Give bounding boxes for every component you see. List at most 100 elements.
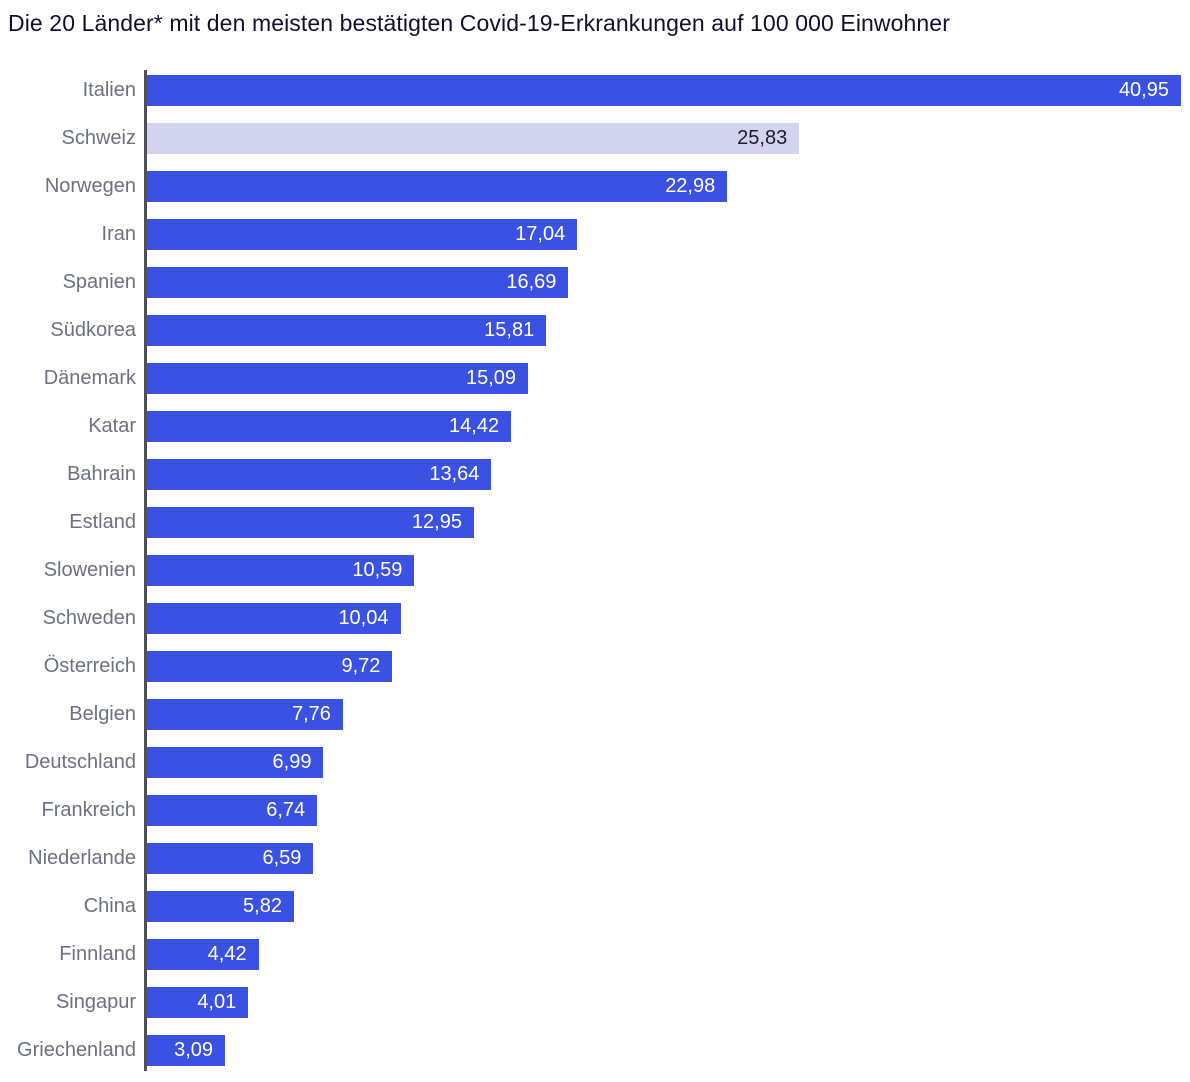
chart-row: Deutschland 6,99 xyxy=(0,738,1181,786)
bar-chart: Italien 40,95 Schweiz 25,83 Norwegen 22,… xyxy=(0,66,1190,1074)
bar-track: 40,95 xyxy=(147,74,1181,106)
bar: 6,74 xyxy=(147,794,318,826)
bar-track: 3,09 xyxy=(147,1034,1181,1066)
country-label: Bahrain xyxy=(67,462,136,485)
bar-value-label: 3,09 xyxy=(174,1038,214,1061)
bar: 15,09 xyxy=(147,362,529,394)
bar: 10,04 xyxy=(147,602,401,634)
country-label: Deutschland xyxy=(24,750,136,773)
chart-row: Katar 14,42 xyxy=(0,402,1181,450)
bar-value-label: 12,95 xyxy=(411,510,462,533)
bar: 40,95 xyxy=(147,74,1181,106)
bar-value-label: 10,04 xyxy=(338,606,389,629)
country-label: Norwegen xyxy=(44,174,136,197)
bar-track: 13,64 xyxy=(147,458,1181,490)
bar-track: 15,81 xyxy=(147,314,1181,346)
bar-track: 4,42 xyxy=(147,938,1181,970)
chart-row: Belgien 7,76 xyxy=(0,690,1181,738)
bar-value-label: 40,95 xyxy=(1118,78,1169,101)
bar: 15,81 xyxy=(147,314,547,346)
country-label: Frankreich xyxy=(41,798,136,821)
bar-value-label: 14,42 xyxy=(449,414,500,437)
bar: 9,72 xyxy=(147,650,393,682)
bar: 3,09 xyxy=(147,1034,226,1066)
country-label: Italien xyxy=(82,78,136,101)
chart-row: Estland 12,95 xyxy=(0,498,1181,546)
country-label: Niederlande xyxy=(28,846,136,869)
country-label: Finnland xyxy=(59,942,136,965)
bar-value-label: 4,01 xyxy=(197,990,237,1013)
bar-track: 6,59 xyxy=(147,842,1181,874)
country-label: Belgien xyxy=(69,702,136,725)
bar-track: 12,95 xyxy=(147,506,1181,538)
bar-value-label: 17,04 xyxy=(515,222,566,245)
chart-row: Singapur 4,01 xyxy=(0,978,1181,1026)
country-label: Katar xyxy=(88,414,136,437)
country-label: Estland xyxy=(69,510,136,533)
country-label: Dänemark xyxy=(43,366,136,389)
bar: 6,59 xyxy=(147,842,314,874)
chart-row: Dänemark 15,09 xyxy=(0,354,1181,402)
bar: 25,83 xyxy=(147,122,800,154)
bar-value-label: 13,64 xyxy=(429,462,480,485)
country-label: Schweden xyxy=(42,606,136,629)
bar-track: 15,09 xyxy=(147,362,1181,394)
bar-value-label: 6,99 xyxy=(272,750,312,773)
chart-row: Iran 17,04 xyxy=(0,210,1181,258)
country-label: China xyxy=(83,894,136,917)
bar-value-label: 10,59 xyxy=(352,558,403,581)
chart-row: Bahrain 13,64 xyxy=(0,450,1181,498)
bar: 13,64 xyxy=(147,458,492,490)
bar-track: 5,82 xyxy=(147,890,1181,922)
country-label: Iran xyxy=(101,222,136,245)
bar: 7,76 xyxy=(147,698,343,730)
bar-value-label: 5,82 xyxy=(243,894,282,917)
bar-value-label: 6,59 xyxy=(262,846,302,869)
bar-track: 17,04 xyxy=(147,218,1181,250)
chart-row: Südkorea 15,81 xyxy=(0,306,1181,354)
bar-track: 14,42 xyxy=(147,410,1181,442)
bar: 16,69 xyxy=(147,266,569,298)
chart-row: China 5,82 xyxy=(0,882,1181,930)
bar-value-label: 7,76 xyxy=(292,702,331,725)
bar-value-label: 6,74 xyxy=(266,798,306,821)
country-label: Singapur xyxy=(55,990,136,1013)
chart-row: Schweiz 25,83 xyxy=(0,114,1181,162)
bar: 17,04 xyxy=(147,218,578,250)
bar-track: 25,83 xyxy=(147,122,1181,154)
bar-value-label: 15,81 xyxy=(484,318,535,341)
country-label: Griechenland xyxy=(17,1038,136,1061)
country-label: Schweiz xyxy=(61,126,136,149)
chart-title: Die 20 Länder* mit den meisten bestätigt… xyxy=(8,10,950,36)
bar-track: 6,74 xyxy=(147,794,1181,826)
bar-track: 4,01 xyxy=(147,986,1181,1018)
chart-row: Österreich 9,72 xyxy=(0,642,1181,690)
bar: 5,82 xyxy=(147,890,294,922)
country-label: Südkorea xyxy=(50,318,136,341)
bar-track: 22,98 xyxy=(147,170,1181,202)
bar-value-label: 9,72 xyxy=(341,654,381,677)
chart-row: Frankreich 6,74 xyxy=(0,786,1181,834)
bar-track: 6,99 xyxy=(147,746,1181,778)
chart-row: Finnland 4,42 xyxy=(0,930,1181,978)
bar-track: 16,69 xyxy=(147,266,1181,298)
bar-track: 9,72 xyxy=(147,650,1181,682)
bar: 12,95 xyxy=(147,506,474,538)
bar: 6,99 xyxy=(147,746,324,778)
chart-row: Niederlande 6,59 xyxy=(0,834,1181,882)
bar-value-label: 16,69 xyxy=(506,270,557,293)
country-label: Österreich xyxy=(43,654,136,677)
chart-row: Norwegen 22,98 xyxy=(0,162,1181,210)
chart-row: Griechenland 3,09 xyxy=(0,1026,1181,1074)
bar: 4,01 xyxy=(147,986,249,1018)
bar-track: 7,76 xyxy=(147,698,1181,730)
country-label: Slowenien xyxy=(43,558,136,581)
bar: 10,59 xyxy=(147,554,415,586)
y-axis-line xyxy=(144,70,147,1071)
chart-row: Spanien 16,69 xyxy=(0,258,1181,306)
chart-row: Schweden 10,04 xyxy=(0,594,1181,642)
bar: 22,98 xyxy=(147,170,728,202)
chart-row: Slowenien 10,59 xyxy=(0,546,1181,594)
bar-value-label: 22,98 xyxy=(665,174,716,197)
bar-value-label: 4,42 xyxy=(207,942,247,965)
